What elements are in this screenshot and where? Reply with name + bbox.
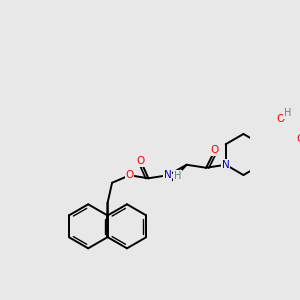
Text: O: O [296,134,300,144]
Text: O: O [137,156,145,166]
Text: H: H [174,171,181,181]
Text: O: O [211,145,219,155]
Text: N: N [164,170,172,180]
Text: H: H [284,108,291,118]
Text: O: O [276,114,285,124]
Text: N: N [222,160,230,170]
Text: O: O [125,170,134,180]
Polygon shape [261,138,280,144]
